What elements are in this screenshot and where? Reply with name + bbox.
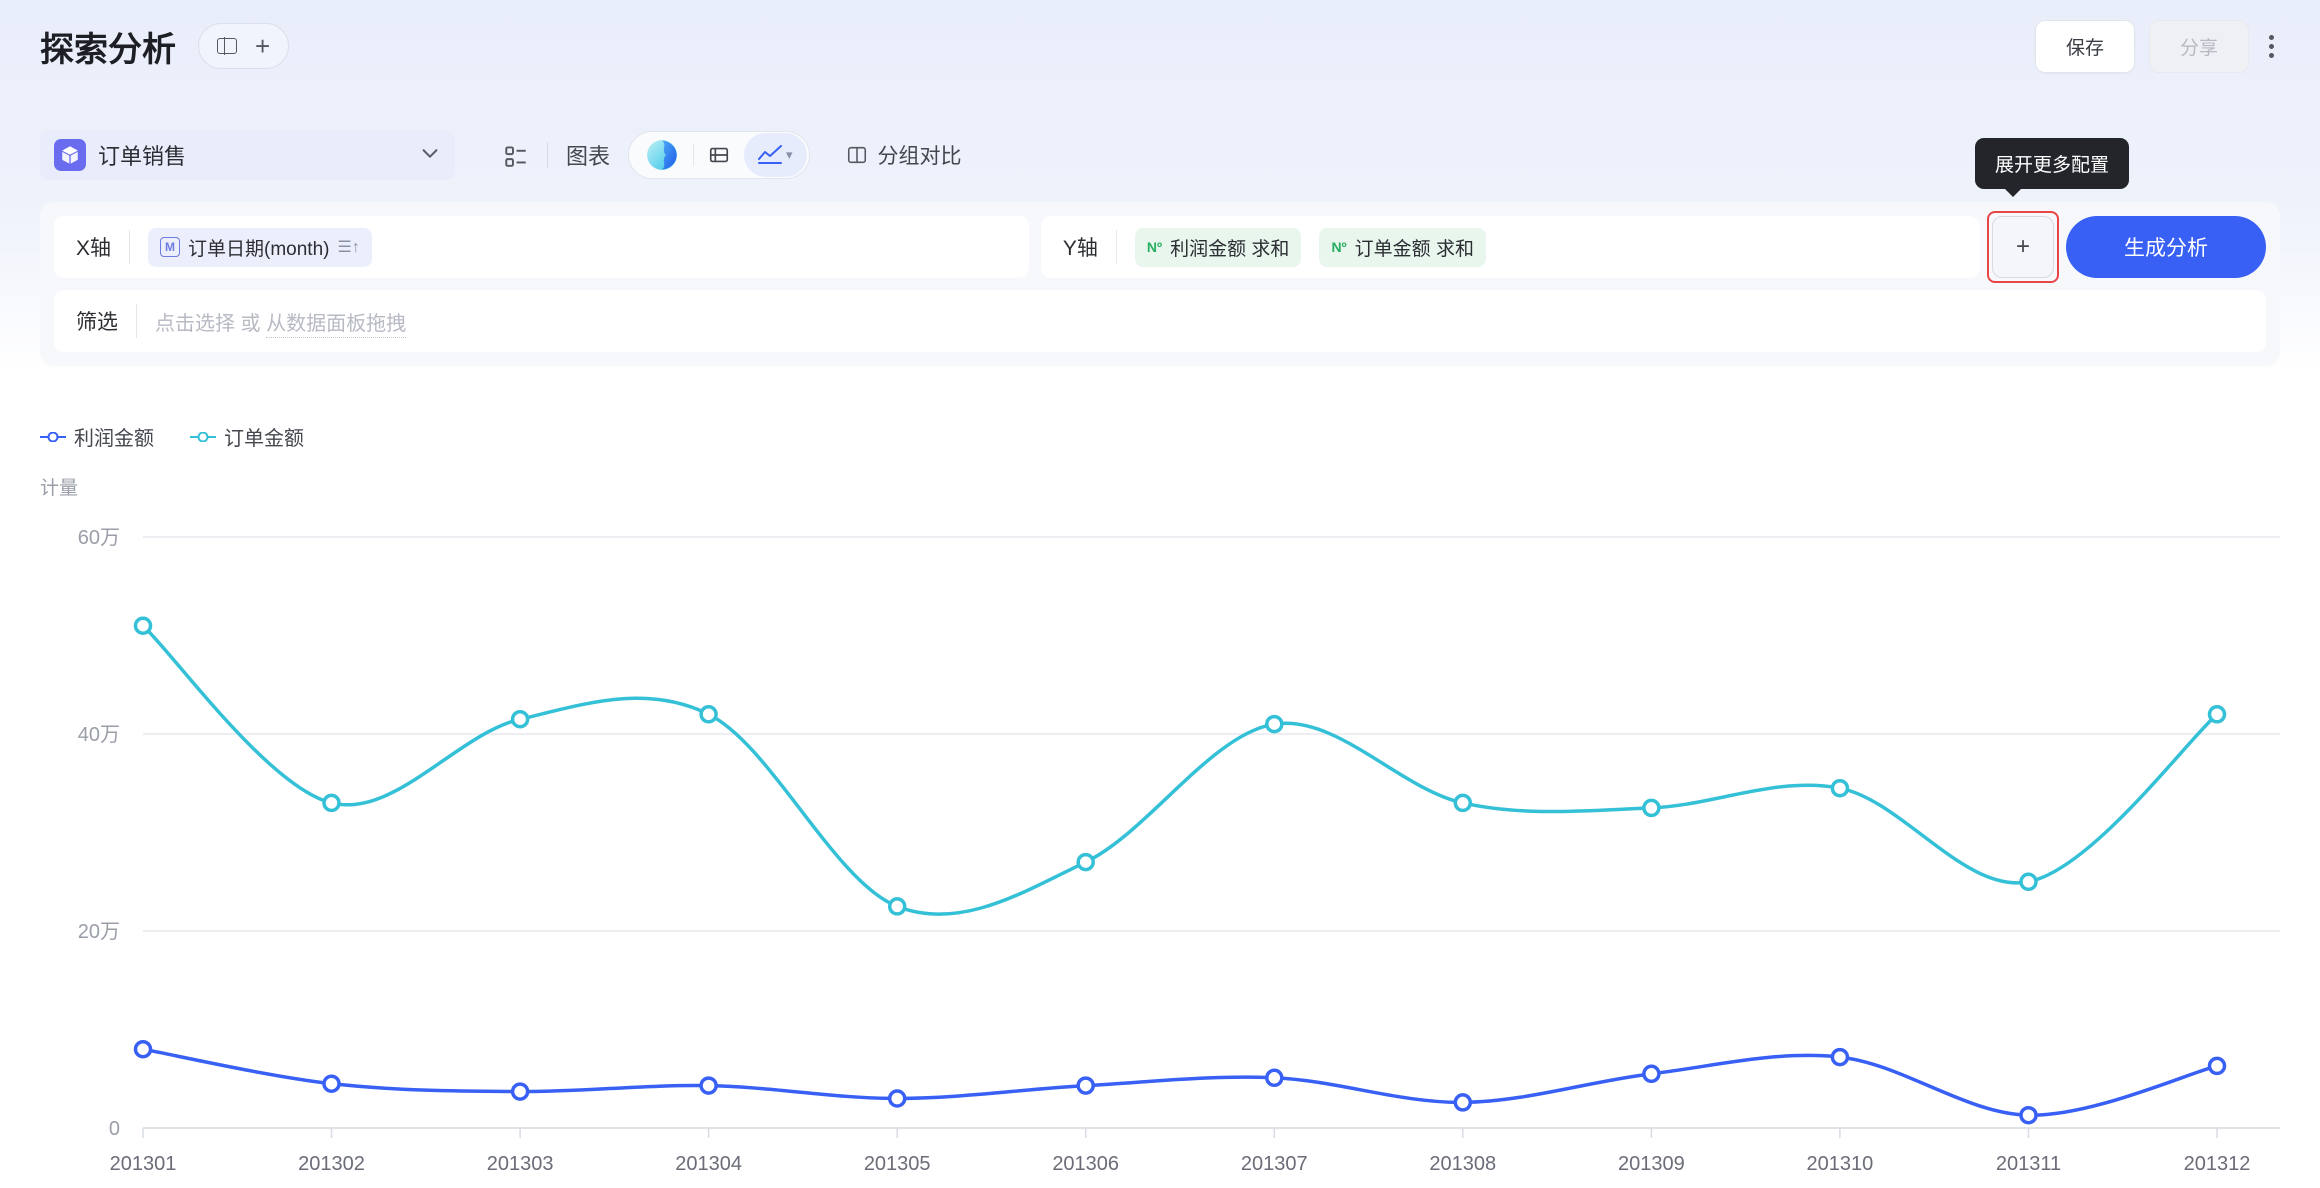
svg-text:201305: 201305 <box>864 1153 931 1175</box>
svg-text:201312: 201312 <box>2184 1153 2251 1175</box>
svg-text:20万: 20万 <box>78 921 120 943</box>
svg-text:201309: 201309 <box>1618 1153 1685 1175</box>
svg-text:40万: 40万 <box>78 724 120 746</box>
svg-text:201303: 201303 <box>487 1153 554 1175</box>
svg-text:201302: 201302 <box>298 1153 365 1175</box>
svg-text:60万: 60万 <box>78 528 120 549</box>
svg-text:201308: 201308 <box>1429 1153 1496 1175</box>
svg-text:0: 0 <box>109 1118 120 1140</box>
svg-text:201304: 201304 <box>675 1153 742 1175</box>
svg-text:201310: 201310 <box>1807 1153 1874 1175</box>
svg-text:201311: 201311 <box>1996 1153 2061 1175</box>
svg-text:201307: 201307 <box>1241 1153 1308 1175</box>
svg-text:201301: 201301 <box>110 1153 177 1175</box>
svg-text:201306: 201306 <box>1052 1153 1119 1175</box>
